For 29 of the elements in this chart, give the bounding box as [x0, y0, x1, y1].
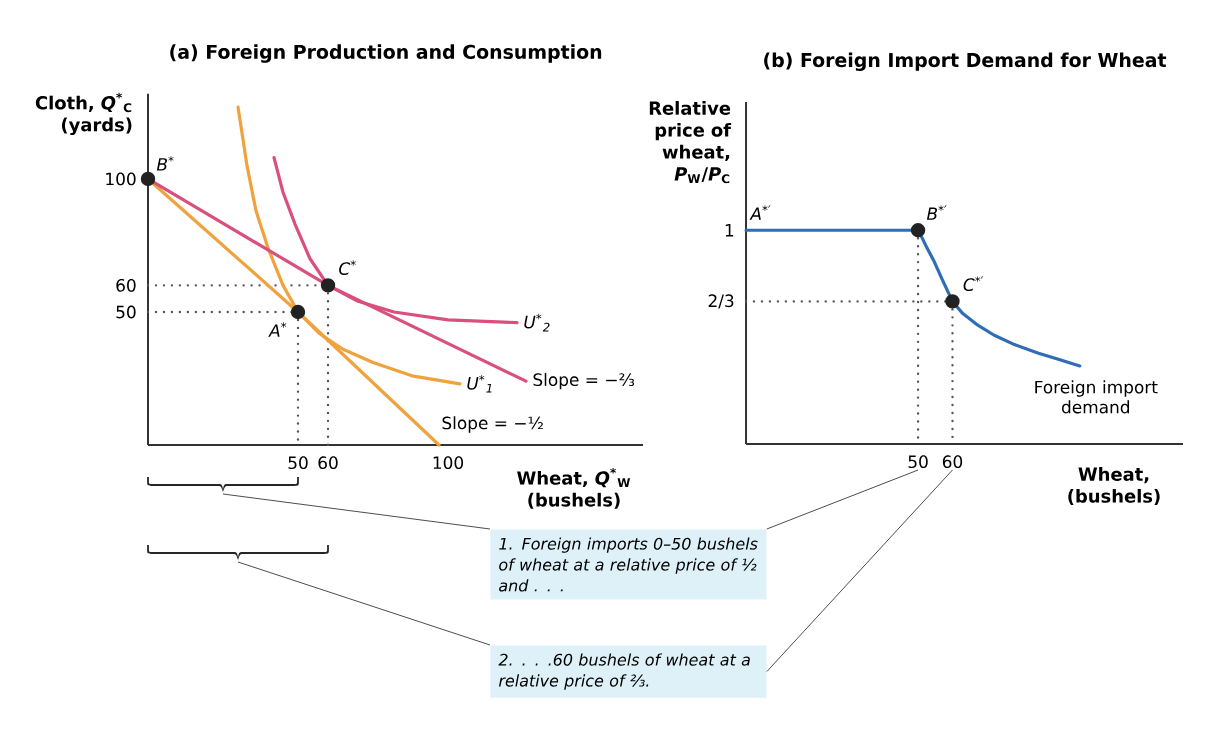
x-tick-label: 60 — [318, 456, 338, 470]
y-tick-label: 1 — [725, 224, 734, 237]
annotation: Slope = −⅔ — [533, 372, 635, 390]
y-tick-label: 100 — [106, 172, 136, 186]
annotation: Slope = −½ — [442, 416, 543, 433]
annotation: B$^{*}$ — [156, 156, 174, 171]
y-tick-label: 50 — [116, 305, 136, 319]
x-tick-label: 50 — [288, 456, 308, 470]
annotation: C$^{*}$ — [339, 260, 356, 275]
annotation: U$^{*}$2 — [524, 313, 550, 332]
annotation: U$^{*}$1 — [467, 375, 492, 393]
x-tick-label: 100 — [433, 456, 464, 470]
y-axis-title: Cloth, Q$^{*}$C (yards) — [35, 92, 132, 136]
y-axis-title: Relative price of wheat, P$_{W}$/P$_{C}$ — [649, 101, 732, 184]
y-tick-label: 60 — [116, 278, 136, 292]
x-axis-title: Wheat, Q$^{*}$W (bushels) — [517, 468, 631, 509]
text: 2. . . .60 bushels of wheat at a relative price of ⅔. — [498, 653, 750, 690]
y-tick-label: 2/3 — [708, 294, 734, 309]
annotation: Foreign import demand — [1035, 380, 1158, 414]
x-axis-title: Wheat, (bushels) — [1068, 467, 1160, 505]
chart-title: (b) Foreign Import Demand for Wheat — [764, 52, 1167, 72]
annotation: C$^{*′}$ — [963, 276, 984, 292]
x-tick-label: 60 — [942, 455, 963, 469]
chart-title: (a) Foreign Production and Consumption — [170, 44, 602, 63]
x-tick-label: 50 — [908, 455, 928, 469]
annotation: A$^{*}$ — [268, 322, 287, 337]
annotation: A$^{*′}$ — [749, 205, 771, 220]
text: 1. Foreign imports 0–50 bushels of wheat at a relative price of ½ and . . . — [499, 537, 758, 592]
annotation: B$^{*′}$ — [926, 205, 947, 220]
